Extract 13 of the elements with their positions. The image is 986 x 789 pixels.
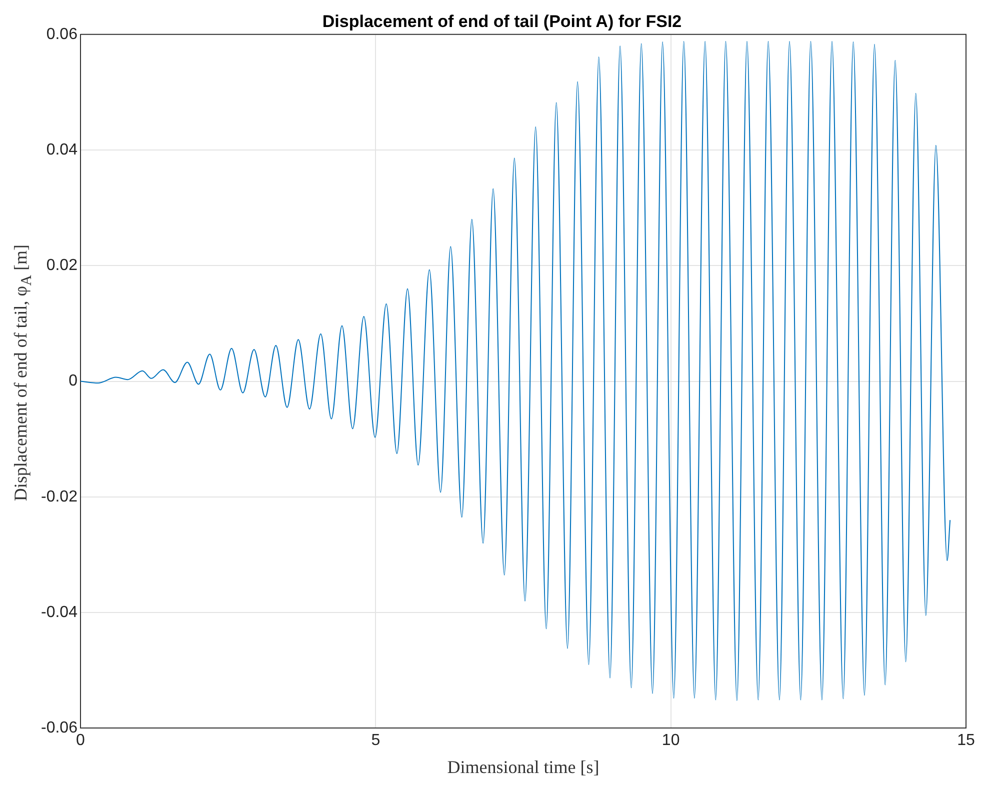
y-tick-label: -0.04 — [41, 604, 78, 621]
x-tick-label: 5 — [371, 732, 380, 750]
y-tick-label: -0.02 — [41, 488, 78, 506]
x-axis-title: Dimensional time [s] — [447, 756, 600, 777]
y-tick-label: 0 — [68, 372, 78, 390]
chart-title: Displacement of end of tail (Point A) for FSI2 — [322, 12, 682, 31]
line-series — [80, 40, 951, 701]
x-tick-label: 15 — [957, 732, 975, 750]
y-tick-label: 0.04 — [46, 141, 78, 158]
x-tick-label: 10 — [662, 732, 680, 750]
y-tick-label: -0.06 — [41, 720, 78, 737]
y-tick-label: 0.02 — [46, 257, 78, 274]
y-tick-label: 0.06 — [46, 26, 78, 43]
